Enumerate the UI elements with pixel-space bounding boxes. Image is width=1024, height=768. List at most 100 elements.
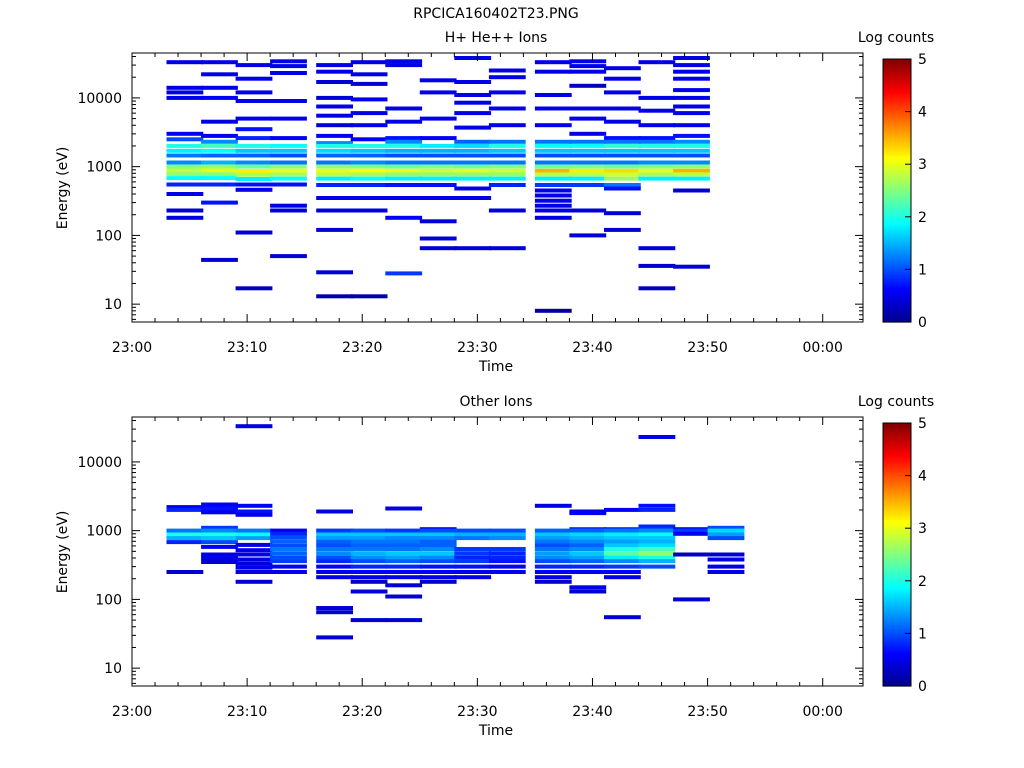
colorbar-segment [883,550,911,553]
heatmap-cell [201,85,238,90]
heatmap-cell [604,143,641,148]
colorbar-segment [883,275,911,279]
heatmap-cell [488,183,526,187]
colorbar-segment [883,650,911,654]
heatmap-cell [385,543,423,548]
figure-title: RPCICA160402T23.PNG [413,6,578,22]
heatmap-cell [707,532,745,537]
heatmap-cell [569,539,607,544]
heatmap-cell [454,536,492,541]
heatmap-cell [638,123,676,128]
colorbar-segment [883,179,911,183]
y-axis-label: Energy (eV) [55,147,71,230]
heatmap-cell [350,137,388,142]
heatmap-cell [419,136,457,141]
colorbar-segment [883,567,911,571]
heatmap-cell [638,536,676,541]
heatmap-cell [454,93,492,97]
heatmap-cell [488,123,526,128]
heatmap-cell [673,188,710,193]
colorbar-segment [883,471,911,475]
heatmap-cell [235,172,273,177]
heatmap-cell [166,137,204,142]
heatmap-cell [534,168,572,173]
colorbar-segment [883,315,911,319]
colorbar-segment [883,622,911,626]
colorbar-segment [883,484,911,488]
heatmap-cell [235,542,273,547]
heatmap-cell [235,528,273,533]
heatmap-cell [316,551,353,556]
colorbar-tick-label: 1 [918,262,927,278]
heatmap-cell [604,106,641,111]
colorbar-segment [883,591,911,595]
heatmap-cell [316,270,353,275]
colorbar-segment [883,536,911,540]
heatmap-cell [419,551,457,556]
heatmap-cell [235,561,273,566]
heatmap-cell [419,160,457,165]
heatmap-cell [488,160,526,165]
colorbar-segment [883,140,911,143]
colorbar-segment [883,453,911,457]
colorbar-segment [883,280,911,284]
heatmap-cell [604,532,641,537]
heatmap-cell [201,532,238,537]
heatmap-cell [316,148,353,153]
heatmap-cell [569,172,607,177]
heatmap-cell [166,143,204,148]
colorbar-segment [883,126,911,130]
heatmap-cell [166,60,204,65]
heatmap-cell [454,555,492,560]
colorbar-segment [883,238,911,242]
heatmap-cell [673,111,710,116]
colorbar-segment [883,580,911,584]
heatmap-cell [534,564,572,569]
heatmap-cell [604,547,641,551]
colorbar-segment [883,201,911,205]
heatmap-cell [707,528,745,533]
heatmap-cell [385,570,423,574]
heatmap-cell [673,264,710,269]
heatmap-cell [488,148,526,153]
heatmap-cell [235,509,273,514]
heatmap-cell [569,64,607,69]
heatmap-cell [316,63,353,68]
heatmap-cell [638,160,676,165]
heatmap-cell [316,123,353,128]
heatmap-cell [166,168,204,173]
heatmap-cell [604,615,641,620]
heatmap-cell [673,76,710,81]
heatmap-cell [534,543,572,548]
heatmap-cell [419,219,457,224]
colorbar-segment [883,576,911,580]
colorbar-segment [883,593,911,597]
x-tick-label: 23:40 [572,340,612,356]
heatmap-cell [604,551,641,556]
heatmap-cell [419,532,457,537]
heatmap-cell [707,564,745,569]
heatmap-cell [235,153,273,158]
heatmap-cell [316,532,353,537]
colorbar-segment [883,205,911,209]
colorbar-segment [883,506,911,510]
colorbar-segment [883,236,911,240]
colorbar-segment [883,655,911,659]
heatmap-cell [201,510,238,515]
heatmap-cell [385,547,423,551]
heatmap-cell [316,208,353,213]
colorbar-segment [883,170,911,174]
colorbar-segment [883,512,911,516]
heatmap-cell [201,200,238,205]
heatmap-cell [235,552,273,557]
colorbar-segment [883,629,911,632]
heatmap-cell [419,183,457,187]
colorbar-segment [883,547,911,551]
heatmap-cell [419,90,457,95]
colorbar-segment [883,76,911,80]
colorbar-segment [883,223,911,227]
heatmap-cell [454,186,492,191]
heatmap-cell [604,168,641,173]
heatmap-cell [235,116,273,121]
heatmap-cell [569,532,607,537]
